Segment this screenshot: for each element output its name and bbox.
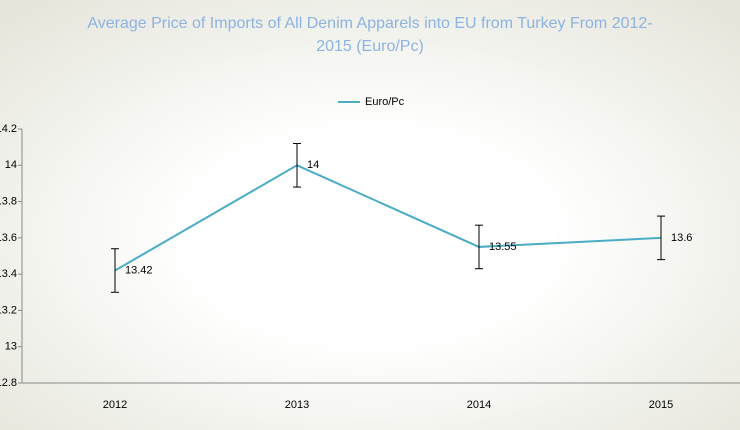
y-tick-label: 13 [5, 341, 17, 353]
y-tick-label: 14.2 [0, 123, 17, 135]
chart-title: 2015 (Euro/Pc) [316, 38, 424, 55]
data-label: 14 [307, 159, 319, 171]
y-tick-label: 13.2 [0, 304, 17, 316]
series-line [114, 164, 662, 272]
x-tick-label: 2012 [103, 399, 127, 411]
y-tick-label: 14 [5, 159, 17, 171]
y-tick-label: 12.8 [0, 377, 17, 389]
x-tick-label: 2013 [285, 399, 309, 411]
chart-title: Average Price of Imports of All Denim Ap… [87, 15, 652, 32]
x-tick-label: 2014 [467, 399, 491, 411]
x-tick-label: 2015 [649, 399, 673, 411]
data-label: 13.6 [671, 232, 692, 244]
y-tick-label: 13.6 [0, 232, 17, 244]
y-tick-label: 13.8 [0, 195, 17, 207]
legend-label: Euro/Pc [365, 96, 405, 108]
y-tick-label: 13.4 [0, 268, 17, 280]
data-label: 13.42 [125, 264, 153, 276]
data-label: 13.55 [489, 241, 517, 253]
